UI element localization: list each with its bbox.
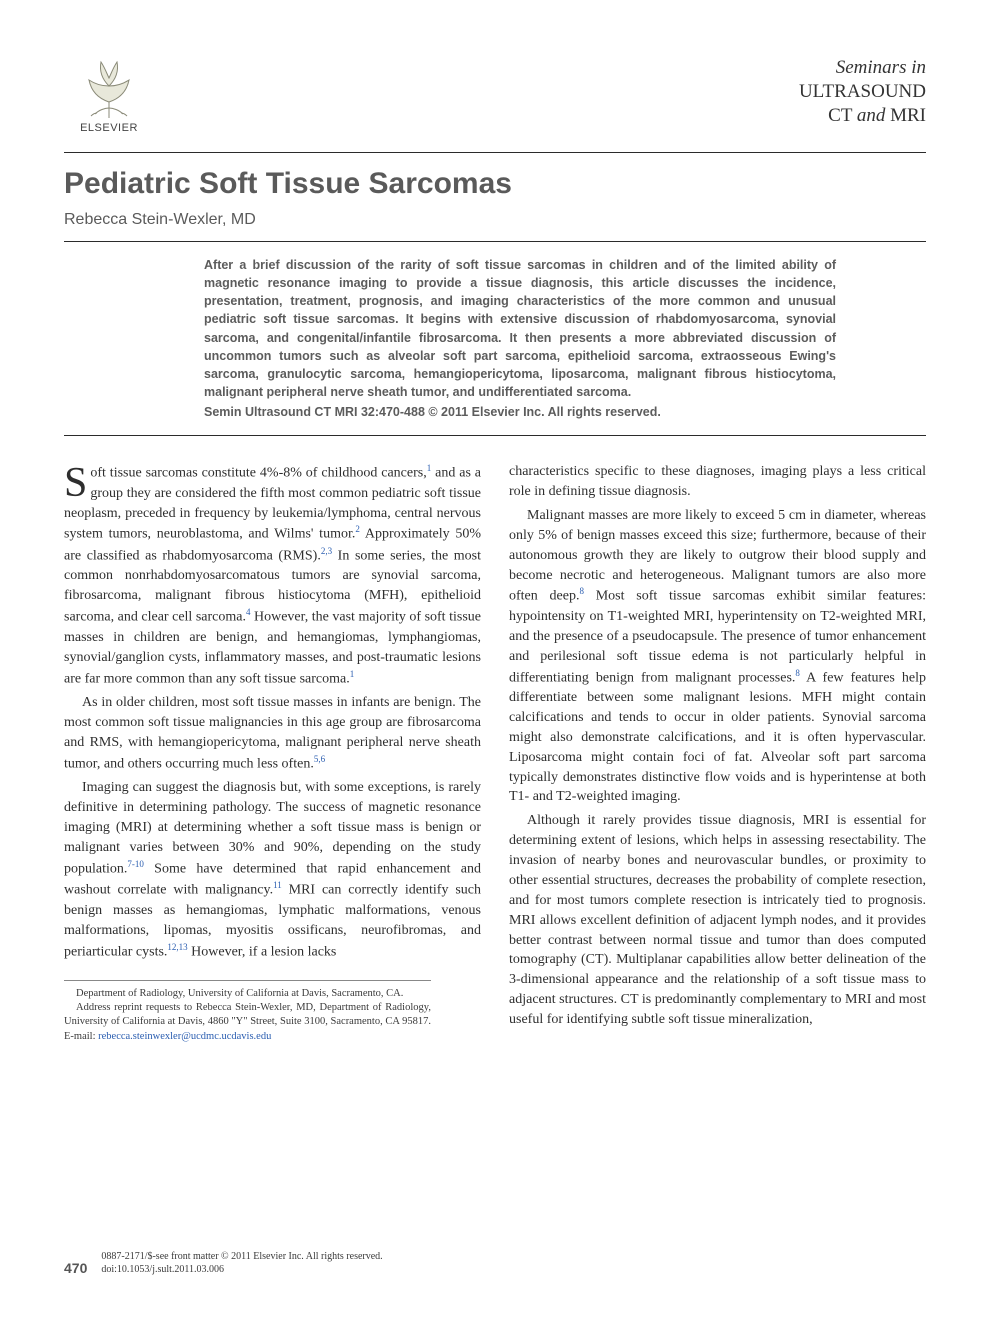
ref-1b[interactable]: 1 [350, 669, 355, 679]
affiliation-block: Department of Radiology, University of C… [64, 980, 431, 1044]
affiliation-line-1: Department of Radiology, University of C… [64, 987, 431, 1001]
publisher-label: ELSEVIER [80, 122, 138, 134]
article-title: Pediatric Soft Tissue Sarcomas [64, 167, 926, 201]
ref-11[interactable]: 11 [273, 880, 282, 890]
column-left: Soft tissue sarcomas constitute 4%-8% of… [64, 462, 481, 1044]
ref-7-10[interactable]: 7-10 [127, 859, 144, 869]
footer-line-2: doi:10.1053/j.sult.2011.03.006 [101, 1263, 382, 1276]
publisher-block: ELSEVIER [64, 56, 154, 134]
para-r2: Malignant masses are more likely to exce… [509, 506, 926, 807]
author-email-link[interactable]: rebecca.steinwexler@ucdmc.ucdavis.edu [98, 1031, 271, 1042]
affiliation-line-2: Address reprint requests to Rebecca Stei… [64, 1001, 431, 1044]
abstract-body: After a brief discussion of the rarity o… [204, 258, 836, 399]
pr2-frag-c: A few features help differentiate betwee… [509, 670, 926, 804]
rule-mid-2 [64, 435, 926, 436]
page-footer: 470 0887-2171/$-see front matter © 2011 … [64, 1250, 926, 1276]
ref-2-3[interactable]: 2,3 [321, 546, 332, 556]
article-author: Rebecca Stein-Wexler, MD [64, 211, 926, 229]
journal-word-ultrasound: ULTRASOUND [799, 81, 926, 102]
ref-5-6[interactable]: 5,6 [314, 754, 325, 764]
p3-frag-d: However, if a lesion lacks [188, 944, 337, 959]
rule-top [64, 152, 926, 153]
page-header: ELSEVIER Seminars in ULTRASOUND CT and M… [64, 56, 926, 134]
p1-frag-a: oft tissue sarcomas constitute 4%-8% of … [90, 466, 426, 481]
footer-copyright: 0887-2171/$-see front matter © 2011 Else… [101, 1250, 382, 1276]
journal-word-ct: CT [828, 105, 852, 126]
body-columns: Soft tissue sarcomas constitute 4%-8% of… [64, 462, 926, 1044]
footer-line-1: 0887-2171/$-see front matter © 2011 Else… [101, 1250, 382, 1263]
para-1: Soft tissue sarcomas constitute 4%-8% of… [64, 462, 481, 689]
ref-12-13[interactable]: 12,13 [167, 942, 187, 952]
abstract-citation: Semin Ultrasound CT MRI 32:470-488 © 201… [204, 403, 836, 421]
journal-word-mri: MRI [890, 105, 926, 126]
para-3: Imaging can suggest the diagnosis but, w… [64, 778, 481, 962]
para-r1: characteristics specific to these diagno… [509, 462, 926, 502]
p2-frag: As in older children, most soft tissue m… [64, 695, 481, 771]
page-number: 470 [64, 1260, 87, 1276]
abstract-block: After a brief discussion of the rarity o… [64, 242, 926, 435]
para-r3: Although it rarely provides tissue diagn… [509, 811, 926, 1030]
dropcap-s: S [64, 462, 90, 500]
journal-name: Seminars in ULTRASOUND CT and MRI [686, 56, 926, 127]
column-right: characteristics specific to these diagno… [509, 462, 926, 1044]
abstract-text: After a brief discussion of the rarity o… [204, 256, 836, 421]
journal-line2: ULTRASOUND CT and MRI [686, 80, 926, 128]
para-2: As in older children, most soft tissue m… [64, 693, 481, 774]
journal-line1: Seminars in [686, 56, 926, 80]
journal-word-and: and [857, 105, 886, 126]
elsevier-tree-icon [77, 56, 141, 120]
